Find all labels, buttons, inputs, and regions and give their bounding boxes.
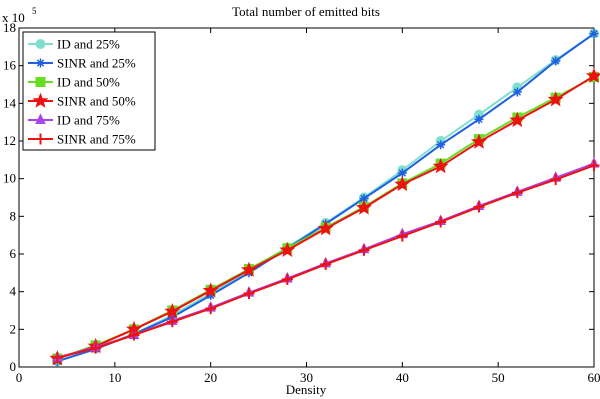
- data-point: [281, 273, 293, 285]
- legend-label: ID and 25%: [57, 37, 120, 52]
- legend-marker: [36, 58, 45, 68]
- legend-marker: [35, 133, 46, 145]
- y-tick-label: 16: [3, 58, 17, 73]
- data-point: [547, 91, 564, 107]
- data-point: [588, 159, 600, 171]
- x-tick-label: 60: [588, 370, 600, 385]
- legend-label: ID and 75%: [57, 113, 120, 128]
- data-point: [397, 168, 407, 178]
- legend-marker: [35, 113, 46, 124]
- data-point: [512, 87, 522, 97]
- data-point: [473, 201, 485, 213]
- y-tick-label: 18: [3, 20, 16, 35]
- data-point: [550, 174, 562, 186]
- data-point: [509, 111, 526, 128]
- legend-label: SINR and 75%: [57, 132, 136, 147]
- y-tick-label: 8: [10, 208, 17, 223]
- x-tick-label: 30: [300, 370, 313, 385]
- data-point: [589, 29, 599, 39]
- series-3: [49, 67, 600, 366]
- y-tick-label: 4: [10, 284, 17, 299]
- data-point: [206, 290, 216, 300]
- data-point: [205, 303, 217, 315]
- y-multiplier: x 10 5: [2, 6, 37, 25]
- y-tick-label: 14: [3, 95, 17, 110]
- legend-label: SINR and 25%: [57, 56, 136, 71]
- legend: ID and 25% SINR and 25% ID and 50% SINR and…: [22, 31, 156, 151]
- data-point: [241, 261, 257, 277]
- x-tick-label: 10: [108, 370, 121, 385]
- data-point: [474, 114, 484, 124]
- legend-item: ID and 75%: [28, 113, 120, 128]
- x-tick-label: 0: [16, 370, 23, 385]
- series-5: [51, 159, 600, 364]
- x-axis-label: Density: [286, 382, 327, 397]
- y-multiplier-label: x 10: [2, 10, 25, 25]
- chart-title: Total number of emitted bits: [232, 4, 380, 19]
- x-tick-label: 20: [204, 370, 217, 385]
- y-tick-label: 6: [10, 246, 17, 261]
- y-tick-label: 2: [10, 321, 17, 336]
- data-point: [243, 288, 255, 300]
- y-tick-label: 12: [3, 133, 16, 148]
- y-tick-label: 0: [10, 359, 17, 374]
- legend-item: ID and 50%: [28, 75, 120, 90]
- data-point: [320, 258, 332, 270]
- y-multiplier-exponent: 5: [32, 6, 37, 16]
- data-point: [317, 220, 334, 236]
- data-point: [358, 244, 370, 256]
- data-point: [279, 241, 296, 258]
- data-point: [128, 329, 140, 341]
- data-point: [166, 316, 178, 328]
- y-tick-label: 10: [3, 171, 16, 186]
- axis-ticks: 0 10 20 30 40 50 60 0 2 4 6 8 10 12 14 16 18: [3, 20, 600, 385]
- legend-label: ID and 50%: [57, 75, 120, 90]
- legend-marker: [35, 39, 46, 49]
- x-tick-label: 50: [492, 370, 505, 385]
- data-point: [436, 140, 446, 150]
- data-point: [394, 175, 411, 192]
- data-point: [356, 199, 372, 215]
- data-point: [471, 133, 487, 149]
- legend-box: [22, 31, 156, 151]
- legend-marker: [32, 92, 49, 108]
- legend-item: SINR and 75%: [28, 132, 136, 147]
- data-point: [202, 282, 219, 298]
- data-point: [396, 230, 408, 242]
- data-point: [435, 216, 447, 228]
- legend-item: SINR and 50%: [28, 92, 136, 109]
- x-tick-label: 40: [396, 370, 409, 385]
- data-point: [511, 187, 523, 199]
- legend-item: SINR and 25%: [28, 56, 136, 71]
- data-point: [586, 67, 600, 83]
- legend-marker: [35, 77, 46, 87]
- data-point: [359, 193, 369, 203]
- data-point: [51, 352, 63, 364]
- legend-item: ID and 25%: [28, 37, 120, 52]
- data-point: [90, 342, 102, 354]
- legend-label: SINR and 50%: [57, 94, 136, 109]
- series-layer: [49, 28, 600, 367]
- data-point: [432, 158, 449, 174]
- data-point: [551, 56, 561, 66]
